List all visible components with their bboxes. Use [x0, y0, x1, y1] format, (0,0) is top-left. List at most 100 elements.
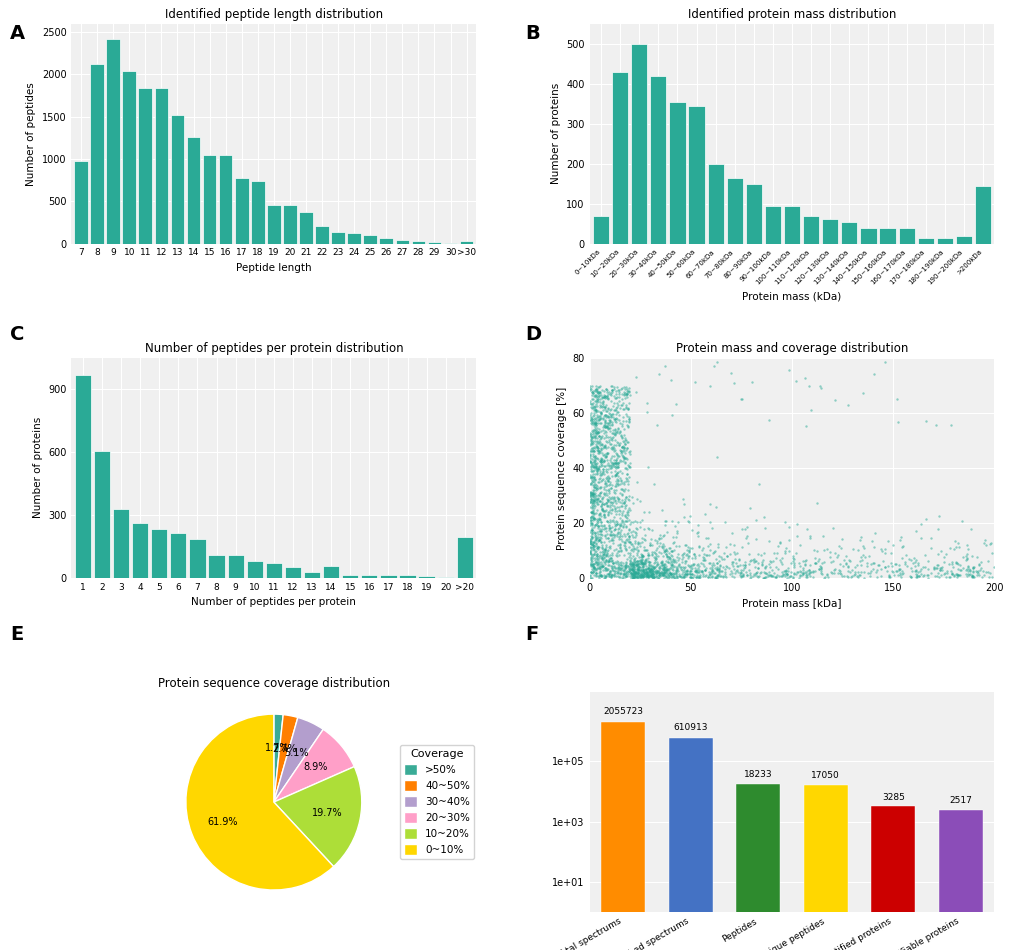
Point: [678, 562, 694, 578]
Point: [581, 476, 597, 491]
Point: [602, 385, 619, 400]
Point: [641, 563, 657, 579]
Point: [586, 382, 602, 397]
Point: [591, 445, 607, 460]
Point: [594, 489, 610, 504]
Point: [929, 558, 946, 573]
Bar: [74, 374, 91, 578]
Point: [584, 510, 600, 525]
Point: [829, 538, 846, 553]
Point: [639, 568, 655, 583]
Point: [608, 565, 625, 580]
Point: [639, 542, 655, 557]
Point: [595, 411, 611, 427]
Point: [644, 567, 660, 582]
Point: [595, 471, 611, 486]
Point: [628, 545, 644, 560]
Point: [585, 497, 601, 512]
Point: [674, 492, 690, 507]
Point: [622, 561, 638, 577]
Point: [949, 566, 965, 581]
Point: [587, 459, 603, 474]
Point: [600, 412, 616, 428]
Point: [794, 554, 810, 569]
Point: [950, 540, 966, 555]
Point: [692, 555, 708, 570]
Point: [598, 492, 614, 507]
Point: [653, 565, 669, 580]
Point: [623, 514, 639, 529]
Point: [603, 554, 620, 569]
Point: [800, 378, 816, 393]
Point: [611, 565, 628, 580]
Point: [970, 567, 986, 582]
Point: [772, 569, 789, 584]
Point: [622, 444, 638, 459]
Point: [604, 399, 621, 414]
Point: [616, 473, 633, 488]
Point: [626, 524, 642, 540]
Point: [612, 522, 629, 537]
Point: [852, 549, 868, 564]
Point: [581, 488, 597, 504]
Point: [593, 501, 609, 516]
Point: [694, 541, 710, 556]
Point: [638, 563, 654, 579]
Point: [602, 495, 619, 510]
Point: [587, 425, 603, 440]
Point: [710, 560, 727, 575]
Point: [687, 569, 703, 584]
Point: [620, 550, 636, 565]
Point: [663, 558, 680, 573]
Point: [616, 386, 633, 401]
Point: [597, 470, 613, 485]
Point: [585, 473, 601, 488]
Point: [610, 532, 627, 547]
Point: [890, 562, 906, 578]
Point: [609, 525, 626, 541]
Point: [639, 560, 655, 576]
Point: [585, 389, 601, 404]
Point: [589, 529, 605, 544]
Point: [634, 563, 650, 579]
Point: [585, 498, 601, 513]
Point: [588, 546, 604, 561]
Point: [608, 504, 625, 519]
Point: [597, 434, 613, 449]
Point: [703, 561, 719, 577]
Point: [609, 422, 626, 437]
Point: [606, 390, 623, 406]
Point: [609, 464, 626, 479]
Point: [587, 536, 603, 551]
Point: [825, 562, 842, 578]
Point: [621, 556, 637, 571]
Point: [622, 569, 638, 584]
Point: [590, 570, 606, 585]
Point: [612, 557, 629, 572]
Point: [584, 435, 600, 450]
Point: [838, 556, 854, 571]
Point: [606, 456, 623, 471]
Point: [609, 383, 626, 398]
Point: [638, 395, 654, 410]
Point: [806, 556, 822, 571]
Point: [636, 568, 652, 583]
Point: [597, 548, 613, 563]
Point: [665, 554, 682, 569]
Point: [596, 408, 612, 423]
Point: [793, 564, 809, 580]
Point: [683, 561, 699, 577]
Point: [583, 512, 599, 527]
Point: [588, 516, 604, 531]
Point: [606, 413, 623, 428]
Point: [605, 444, 622, 459]
Point: [599, 499, 615, 514]
Point: [606, 422, 623, 437]
Point: [594, 541, 610, 556]
Point: [649, 565, 665, 580]
Point: [620, 384, 636, 399]
Point: [584, 538, 600, 553]
Point: [610, 559, 627, 574]
Point: [592, 451, 608, 466]
Point: [625, 567, 641, 582]
